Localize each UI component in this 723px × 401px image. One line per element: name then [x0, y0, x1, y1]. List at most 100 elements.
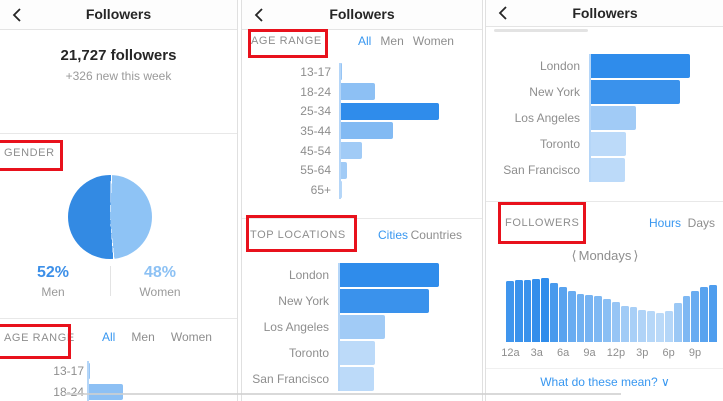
- bar-track: [341, 83, 439, 101]
- category-label: 55-64: [300, 163, 331, 178]
- prev-day-icon[interactable]: ⟨: [571, 248, 577, 263]
- hour-bar: [673, 302, 682, 342]
- tab-men[interactable]: Men: [131, 330, 155, 344]
- bar-row: 65+: [242, 180, 482, 200]
- bar-row: 18-24: [0, 381, 220, 401]
- bar-row: 13-17: [0, 360, 220, 381]
- total-followers: 21,727 followers: [60, 47, 177, 64]
- tab-women[interactable]: Women: [170, 330, 212, 344]
- hour-bar: [691, 291, 700, 342]
- top-locations-chart: London New York Los Angeles Toronto San Fran…: [242, 262, 482, 392]
- hour-bar: [541, 278, 550, 342]
- cropped-text-artifact: [494, 29, 588, 32]
- bar-row: 45-54: [242, 141, 482, 161]
- bar-track: [340, 315, 439, 339]
- page-title: Followers: [85, 6, 152, 22]
- bar-row: San Francisco: [242, 366, 482, 392]
- bar-row: New York: [242, 288, 482, 314]
- bar-track: [341, 161, 439, 179]
- bar: [341, 63, 342, 81]
- tab-women[interactable]: Women: [412, 34, 454, 48]
- back-icon[interactable]: [10, 7, 26, 23]
- what-do-these-mean-link[interactable]: What do these mean? ∨: [540, 375, 670, 389]
- bar: [340, 341, 375, 365]
- bar: [341, 122, 393, 140]
- category-label: Toronto: [288, 346, 329, 360]
- tab-hours[interactable]: Hours: [649, 216, 682, 230]
- x-tick-label: 9p: [688, 347, 702, 359]
- bar: [591, 158, 625, 182]
- bar-track: [340, 341, 439, 365]
- top-locations-chart: London New York Los Angeles Toronto San Fran…: [486, 53, 723, 183]
- next-day-icon[interactable]: ⟩: [633, 248, 639, 263]
- tab-men[interactable]: Men: [380, 34, 404, 48]
- women-label: Women: [139, 285, 181, 299]
- annotation-highlight-top-locations: [246, 215, 357, 252]
- gender-stat-men: 52% Men: [8, 264, 98, 299]
- hour-bar: [576, 294, 585, 342]
- bar-row: London: [242, 262, 482, 288]
- bar-track: [591, 106, 690, 130]
- tab-all[interactable]: All: [358, 34, 372, 48]
- divider: [0, 318, 237, 319]
- hour-bar: [682, 295, 691, 342]
- followers-hours-chart: [506, 278, 717, 342]
- page-title: Followers: [572, 5, 638, 21]
- men-percentage: 52%: [36, 264, 70, 281]
- bar: [89, 362, 90, 379]
- category-label: New York: [529, 85, 580, 99]
- section-label-followers: FOLLOWERS: [505, 217, 580, 229]
- bar-row: 18-24: [242, 82, 482, 102]
- bar-row: 55-64: [242, 160, 482, 180]
- back-icon[interactable]: [252, 7, 268, 23]
- divider: [242, 218, 482, 219]
- bar: [341, 102, 439, 120]
- hour-bar: [558, 286, 567, 342]
- weekly-growth: +326 new this week: [65, 69, 172, 83]
- bar: [591, 54, 690, 78]
- section-label-age-range: AGE RANGE: [4, 332, 75, 344]
- section-label-age-range: AGE RANGE: [251, 35, 322, 47]
- x-tick-label: 12p: [606, 347, 626, 359]
- tab-countries[interactable]: Countries: [410, 228, 462, 242]
- bar: [89, 383, 123, 400]
- gender-stat-women: 48% Women: [115, 264, 205, 299]
- bar-track: [89, 383, 186, 400]
- hour-bar: [700, 286, 709, 342]
- hour-bar: [550, 283, 558, 342]
- header: Followers: [486, 0, 723, 27]
- hour-bar: [514, 279, 523, 342]
- bar-row: 25-34: [242, 101, 482, 121]
- tab-cities[interactable]: Cities: [378, 228, 409, 242]
- hour-bar: [523, 279, 532, 342]
- annotation-highlight-followers: [498, 202, 586, 244]
- hour-bar: [664, 310, 673, 342]
- category-label: Toronto: [539, 137, 580, 151]
- bar-track: [341, 122, 439, 140]
- hour-bar: [611, 302, 620, 342]
- bar-row: Toronto: [486, 131, 723, 157]
- age-range-chart: 13-17 18-24 25-34 35-44 45-54 55-64 65+: [242, 62, 482, 200]
- category-label: Los Angeles: [514, 111, 580, 125]
- category-label: San Francisco: [252, 372, 329, 386]
- header: Followers: [0, 0, 237, 30]
- back-icon[interactable]: [496, 5, 512, 21]
- category-label: London: [539, 59, 580, 73]
- divider: [486, 368, 723, 369]
- category-label: 45-54: [300, 143, 331, 158]
- bar-track: [591, 54, 690, 78]
- bar: [341, 142, 362, 160]
- hour-bar: [532, 278, 541, 342]
- category-label: 13-17: [300, 64, 331, 79]
- bar-track: [340, 289, 439, 313]
- tab-days[interactable]: Days: [687, 216, 715, 230]
- women-percentage: 48%: [143, 264, 177, 281]
- category-label: 18-24: [300, 84, 331, 99]
- hour-bar: [567, 291, 576, 342]
- hour-bar: [585, 294, 594, 342]
- bar-row: 35-44: [242, 121, 482, 141]
- x-tick-label: 6p: [662, 347, 675, 359]
- bar-track: [341, 63, 439, 81]
- tab-all[interactable]: All: [102, 330, 116, 344]
- followers-activity-tabs: Hours Days: [649, 216, 715, 230]
